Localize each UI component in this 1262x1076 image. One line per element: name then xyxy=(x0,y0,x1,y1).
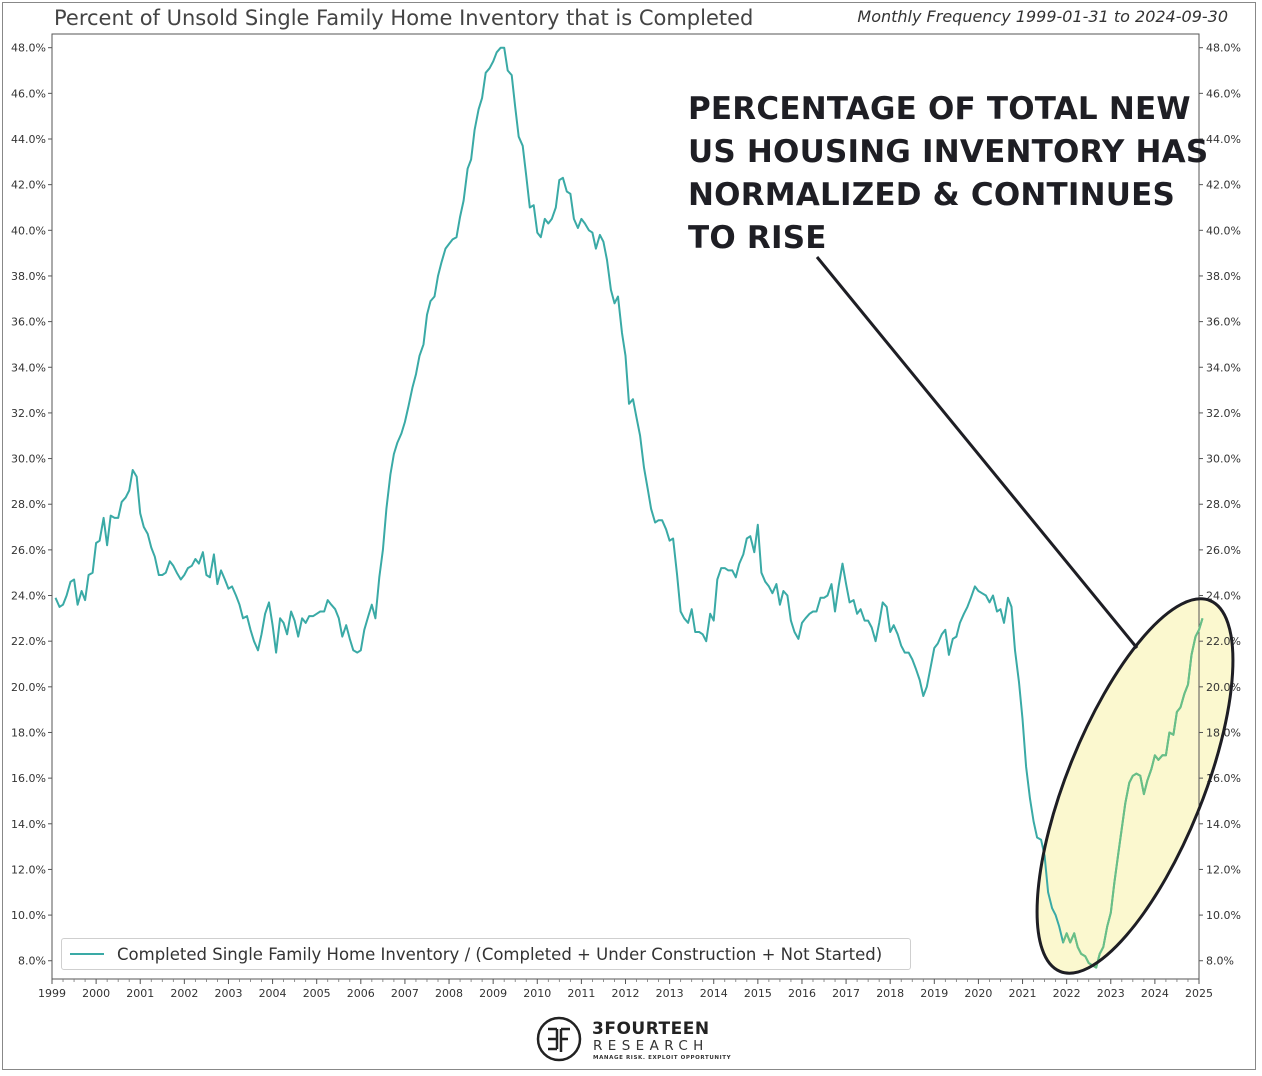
x-tick-label: 2019 xyxy=(920,987,948,1000)
y-tick-label-right: 34.0% xyxy=(1206,361,1241,374)
y-tick-label-left: 30.0% xyxy=(11,453,46,466)
y-tick-label-right: 42.0% xyxy=(1206,179,1241,192)
y-tick-label-left: 44.0% xyxy=(11,133,46,146)
y-tick-label-left: 38.0% xyxy=(11,270,46,283)
y-tick-label-left: 16.0% xyxy=(11,772,46,785)
series-layer xyxy=(54,46,1204,969)
x-tick-label: 2010 xyxy=(523,987,551,1000)
y-tick-label-right: 46.0% xyxy=(1206,87,1241,100)
y-tick-label-left: 40.0% xyxy=(11,224,46,237)
y-tick-label-left: 32.0% xyxy=(11,407,46,420)
y-tick-label-right: 22.0% xyxy=(1206,635,1241,648)
y-tick-label-left: 42.0% xyxy=(11,179,46,192)
y-tick-label-right: 44.0% xyxy=(1206,133,1241,146)
y-tick-label-left: 24.0% xyxy=(11,590,46,603)
x-tick-label: 2005 xyxy=(303,987,331,1000)
x-tick-label: 2001 xyxy=(126,987,154,1000)
x-tick-label: 2021 xyxy=(1009,987,1037,1000)
x-tick-label: 2003 xyxy=(214,987,242,1000)
series-line xyxy=(54,46,1204,969)
y-tick-label-left: 34.0% xyxy=(11,361,46,374)
x-tick-label: 2016 xyxy=(788,987,816,1000)
y-tick-label-right: 20.0% xyxy=(1206,681,1241,694)
y-tick-label-left: 8.0% xyxy=(18,955,46,968)
y-tick-label-left: 20.0% xyxy=(11,681,46,694)
x-tick-label: 2013 xyxy=(656,987,684,1000)
annotation-text: PERCENTAGE OF TOTAL NEW US HOUSING INVEN… xyxy=(688,88,1208,260)
annotation-line: TO RISE xyxy=(688,220,827,256)
x-tick-label: 2022 xyxy=(1053,987,1081,1000)
y-tick-label-left: 36.0% xyxy=(11,316,46,329)
y-tick-label-right: 28.0% xyxy=(1206,498,1241,511)
x-tick-label: 2018 xyxy=(876,987,904,1000)
y-tick-label-left: 14.0% xyxy=(11,818,46,831)
y-tick-label-left: 10.0% xyxy=(11,909,46,922)
x-tick-label: 2017 xyxy=(832,987,860,1000)
x-tick-label: 2002 xyxy=(170,987,198,1000)
x-tick-label: 2023 xyxy=(1097,987,1125,1000)
y-tick-label-right: 24.0% xyxy=(1206,590,1241,603)
x-tick-label: 2008 xyxy=(435,987,463,1000)
y-tick-label-left: 48.0% xyxy=(11,42,46,55)
x-tick-label: 2020 xyxy=(964,987,992,1000)
y-tick-label-left: 46.0% xyxy=(11,87,46,100)
y-tick-label-right: 16.0% xyxy=(1206,772,1241,785)
y-tick-label-right: 26.0% xyxy=(1206,544,1241,557)
x-tick-label: 2024 xyxy=(1141,987,1169,1000)
x-tick-label: 2012 xyxy=(612,987,640,1000)
y-tick-label-left: 26.0% xyxy=(11,544,46,557)
annotation-line: NORMALIZED & CONTINUES xyxy=(688,177,1176,213)
logo: 3FOURTEEN RESEARCH MANAGE RISK. EXPLOIT … xyxy=(536,1016,731,1066)
logo-name: 3FOURTEEN xyxy=(592,1019,710,1039)
y-tick-label-right: 8.0% xyxy=(1206,955,1234,968)
annotation-pointer-line xyxy=(815,256,1139,649)
legend-swatch xyxy=(70,953,104,955)
y-tick-label-right: 38.0% xyxy=(1206,270,1241,283)
x-tick-label: 2014 xyxy=(700,987,728,1000)
annotation-line: US HOUSING INVENTORY HAS xyxy=(688,134,1209,170)
x-tick-label: 2011 xyxy=(567,987,595,1000)
chart-title: Percent of Unsold Single Family Home Inv… xyxy=(54,6,754,30)
y-tick-label-right: 10.0% xyxy=(1206,909,1241,922)
y-tick-label-left: 28.0% xyxy=(11,498,46,511)
logo-mark-icon xyxy=(536,1016,582,1062)
highlight-outline-layer xyxy=(815,256,1235,975)
highlight-ellipse-outline xyxy=(1035,597,1235,975)
y-tick-label-right: 14.0% xyxy=(1206,818,1241,831)
y-tick-label-left: 18.0% xyxy=(11,726,46,739)
y-tick-label-right: 30.0% xyxy=(1206,453,1241,466)
y-tick-label-right: 36.0% xyxy=(1206,316,1241,329)
y-tick-label-right: 12.0% xyxy=(1206,863,1241,876)
x-tick-label: 2007 xyxy=(391,987,419,1000)
y-tick-label-left: 22.0% xyxy=(11,635,46,648)
legend-label: Completed Single Family Home Inventory /… xyxy=(117,944,883,964)
logo-tagline: MANAGE RISK. EXPLOIT OPPORTUNITY xyxy=(593,1055,732,1061)
x-tick-label: 2025 xyxy=(1185,987,1213,1000)
y-tick-label-left: 12.0% xyxy=(11,863,46,876)
x-tick-label: 2000 xyxy=(82,987,110,1000)
chart-subtitle: Monthly Frequency 1999-01-31 to 2024-09-… xyxy=(857,7,1228,26)
y-tick-label-right: 32.0% xyxy=(1206,407,1241,420)
x-tick-label: 2015 xyxy=(744,987,772,1000)
x-tick-label: 2004 xyxy=(259,987,287,1000)
legend: Completed Single Family Home Inventory /… xyxy=(61,938,911,970)
y-tick-label-right: 48.0% xyxy=(1206,42,1241,55)
y-tick-label-right: 40.0% xyxy=(1206,224,1241,237)
x-tick-label: 1999 xyxy=(38,987,66,1000)
x-tick-label: 2006 xyxy=(347,987,375,1000)
x-tick-label: 2009 xyxy=(479,987,507,1000)
annotation-line: PERCENTAGE OF TOTAL NEW xyxy=(688,91,1191,127)
series-line-highlighted xyxy=(1062,618,1204,969)
logo-subname: RESEARCH xyxy=(593,1038,709,1054)
